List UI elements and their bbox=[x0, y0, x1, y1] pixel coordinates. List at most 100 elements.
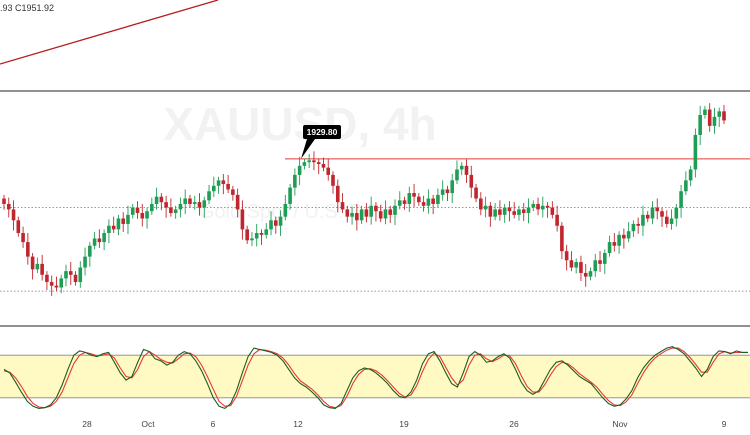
candle-body bbox=[273, 220, 278, 226]
candle-body bbox=[64, 271, 68, 279]
candle-body bbox=[426, 198, 431, 206]
x-tick-label: 6 bbox=[211, 419, 216, 429]
x-tick-label: 28 bbox=[82, 419, 92, 429]
candle-body bbox=[231, 189, 235, 195]
candle-body bbox=[326, 167, 331, 175]
candle-body bbox=[259, 233, 264, 235]
watermark-symbol: XAUUSD, 4h bbox=[163, 98, 436, 150]
candle-body bbox=[335, 185, 340, 203]
candle-body bbox=[450, 180, 455, 194]
candle-body bbox=[49, 282, 54, 286]
candle-body bbox=[660, 211, 664, 217]
candle-body bbox=[564, 251, 569, 261]
candle-body bbox=[555, 214, 559, 226]
candle-body bbox=[2, 198, 6, 204]
x-tick-label: 9 bbox=[722, 419, 727, 429]
candle-body bbox=[350, 213, 354, 217]
x-tick-label: Oct bbox=[141, 419, 155, 429]
candle-body bbox=[121, 218, 126, 224]
x-tick-label: 19 bbox=[399, 419, 409, 429]
candle-body bbox=[11, 209, 16, 221]
candle-body bbox=[178, 203, 183, 210]
candle-body bbox=[693, 134, 698, 170]
candle-body bbox=[83, 256, 87, 268]
candle-body bbox=[474, 187, 478, 199]
candle-body bbox=[16, 220, 21, 234]
candle-body bbox=[579, 262, 583, 273]
candle-body bbox=[135, 207, 140, 214]
candle-body bbox=[526, 207, 531, 214]
candle-body bbox=[192, 202, 197, 204]
candle-body bbox=[412, 193, 416, 197]
candle-body bbox=[431, 198, 435, 204]
candle-body bbox=[393, 205, 397, 215]
candle-body bbox=[312, 160, 316, 163]
candle-body bbox=[302, 162, 307, 166]
candle-body bbox=[402, 200, 407, 204]
candle-body bbox=[502, 207, 507, 215]
candle-body bbox=[278, 216, 283, 226]
candle-body bbox=[54, 285, 59, 288]
candle-body bbox=[440, 189, 445, 195]
candle-body bbox=[30, 256, 35, 270]
candle-body bbox=[245, 229, 249, 241]
candle-body bbox=[703, 109, 707, 115]
stochastic-band bbox=[0, 355, 750, 398]
x-tick-label: 12 bbox=[293, 419, 303, 429]
candle-body bbox=[464, 165, 469, 175]
candle-body bbox=[512, 211, 516, 215]
candle-body bbox=[207, 191, 211, 201]
candle-body bbox=[698, 114, 702, 135]
candle-body bbox=[173, 209, 178, 214]
candle-body bbox=[545, 205, 550, 208]
candle-body bbox=[388, 209, 393, 215]
candle-body bbox=[254, 233, 259, 239]
candle-body bbox=[221, 180, 226, 184]
candle-body bbox=[283, 203, 288, 217]
candle-body bbox=[202, 200, 207, 208]
candle-body bbox=[164, 202, 168, 208]
candle-body bbox=[235, 194, 240, 210]
candle-body bbox=[378, 211, 383, 219]
callout-label: 1929.80 bbox=[307, 127, 338, 137]
candle-body bbox=[383, 209, 388, 219]
candle-body bbox=[645, 214, 650, 219]
x-tick-label: 26 bbox=[509, 419, 519, 429]
candle-body bbox=[574, 262, 578, 268]
candle-body bbox=[541, 205, 545, 210]
candle-body bbox=[364, 209, 369, 217]
candle-body bbox=[26, 242, 30, 257]
candle-body bbox=[617, 234, 621, 246]
candle-body bbox=[126, 214, 130, 224]
candle-body bbox=[216, 180, 221, 186]
candle-body bbox=[145, 211, 149, 219]
candle-body bbox=[684, 180, 688, 192]
candle-body bbox=[674, 207, 679, 219]
candle-body bbox=[102, 233, 106, 243]
candle-body bbox=[107, 225, 111, 234]
candle-body bbox=[583, 272, 588, 277]
price-callout: 1929.80 bbox=[301, 125, 341, 159]
candle-body bbox=[607, 242, 612, 253]
candle-body bbox=[293, 174, 297, 188]
candle-body bbox=[111, 225, 116, 230]
candle-body bbox=[78, 267, 83, 283]
candle-body bbox=[636, 223, 640, 226]
stochastic-k-line bbox=[3, 346, 748, 410]
candle-body bbox=[622, 234, 626, 239]
candle-body bbox=[498, 209, 502, 215]
candle-body bbox=[68, 271, 73, 275]
watermark-subtitle: Gold Spot / U.S. Dollar bbox=[199, 201, 402, 223]
candle-body bbox=[560, 225, 564, 252]
candle-body bbox=[97, 238, 102, 243]
candle-body bbox=[669, 218, 674, 224]
candle-body bbox=[593, 260, 598, 272]
candle-body bbox=[154, 196, 159, 204]
candle-body bbox=[355, 213, 359, 221]
candle-body bbox=[140, 213, 145, 219]
candle-body bbox=[340, 202, 345, 210]
candle-body bbox=[722, 111, 726, 121]
candle-body bbox=[150, 203, 154, 212]
candle-body bbox=[250, 238, 254, 241]
